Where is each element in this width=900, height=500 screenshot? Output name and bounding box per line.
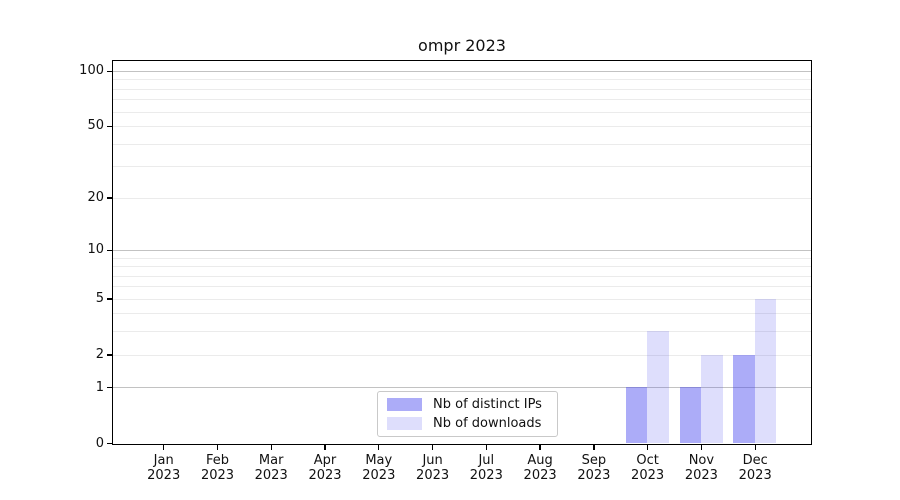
y-tick-label: 50 (87, 118, 104, 134)
x-tick (646, 444, 649, 450)
x-tick (378, 444, 380, 450)
gridline-minor (113, 79, 811, 81)
gridline-minor (113, 197, 811, 199)
x-tick-label: Sep 2023 (577, 452, 611, 484)
y-tick-label: 1 (95, 379, 104, 395)
gridline-major (113, 387, 811, 389)
x-tick-label: Apr 2023 (308, 452, 342, 484)
gridline-minor (113, 331, 811, 333)
y-tick-label: 2 (95, 347, 104, 362)
gridline-minor (113, 275, 811, 277)
x-tick-label: Jul 2023 (469, 452, 503, 484)
legend-label-distinct-ips: Nb of distinct IPs (433, 396, 542, 412)
x-tick-label: Oct 2023 (631, 452, 665, 484)
x-tick (216, 444, 219, 450)
x-tick-label: Jan 2023 (147, 452, 181, 484)
gridline-minor (113, 126, 811, 127)
x-tick (593, 444, 595, 450)
gridline-minor (113, 286, 811, 288)
gridline-minor (113, 88, 811, 90)
legend: Nb of distinct IPs Nb of downloads (377, 391, 558, 437)
chart-title: ompr 2023 (418, 36, 506, 55)
legend-swatch-downloads (387, 417, 422, 431)
x-tick-label: May 2023 (362, 452, 396, 484)
bar-downloads-oct (647, 331, 669, 444)
x-tick-label: Dec 2023 (738, 452, 772, 484)
legend-label-downloads: Nb of downloads (433, 416, 542, 432)
gridline-minor (113, 298, 811, 300)
x-tick (539, 444, 541, 450)
gridline-minor (113, 99, 811, 101)
gridline-major (113, 249, 811, 251)
x-tick (163, 444, 165, 450)
bar-distinct-ips-nov (679, 387, 701, 444)
legend-swatch-distinct-ips (387, 397, 422, 411)
bar-distinct-ips-oct (625, 387, 648, 444)
y-tick-label: 0 (95, 435, 104, 451)
gridline-minor (113, 111, 811, 113)
y-tick-label: 100 (79, 63, 104, 79)
gridline-minor (113, 166, 811, 168)
bars-layer (113, 61, 811, 444)
gridline-minor (113, 143, 811, 145)
x-tick (324, 444, 326, 450)
x-tick-label: Mar 2023 (254, 452, 288, 484)
y-tick-label: 20 (87, 190, 104, 205)
y-tick-label: 5 (95, 291, 104, 307)
legend-item-downloads: Nb of downloads (378, 414, 557, 433)
x-tick (700, 444, 703, 450)
gridlines-layer (113, 61, 811, 444)
bar-distinct-ips-dec (733, 354, 755, 444)
x-tick (270, 444, 272, 450)
x-tick-label: Feb 2023 (200, 452, 235, 484)
bar-downloads-dec (754, 298, 777, 444)
x-tick-label: Nov 2023 (684, 452, 718, 484)
x-tick-label: Jun 2023 (416, 452, 450, 484)
gridline-minor (113, 354, 811, 356)
gridline-minor (113, 266, 811, 267)
plot-area (112, 60, 812, 445)
gridline-minor (113, 313, 811, 315)
legend-item-distinct-ips: Nb of distinct IPs (378, 395, 557, 414)
x-tick (485, 444, 487, 450)
gridline-major (113, 70, 811, 72)
y-tick-label: 10 (87, 242, 104, 258)
gridline-minor (113, 257, 811, 259)
x-tick (431, 444, 434, 450)
x-tick (754, 444, 756, 450)
x-tick-label: Aug 2023 (523, 452, 557, 484)
bar-downloads-nov (701, 354, 723, 444)
